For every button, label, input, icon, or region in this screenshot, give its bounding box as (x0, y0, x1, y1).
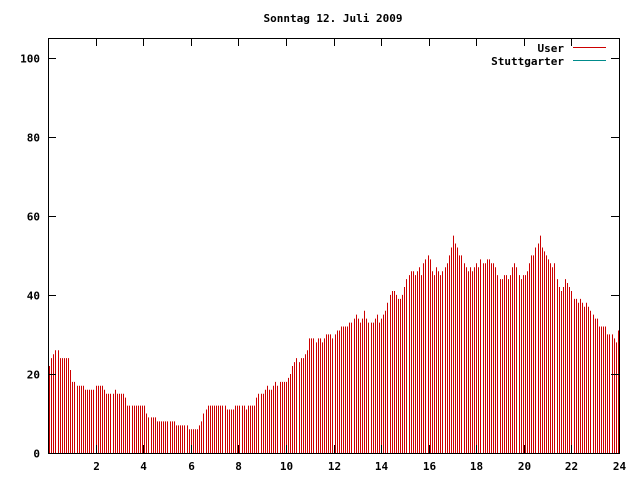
y-tick-label: 20 (27, 369, 40, 382)
y-tick-label: 80 (27, 132, 40, 145)
bar-series-user (49, 235, 619, 453)
x-tick-label: 4 (140, 460, 147, 473)
x-tick-label: 24 (613, 460, 627, 473)
x-tick-label: 14 (375, 460, 389, 473)
x-tick-label: 12 (328, 460, 341, 473)
x-tick-label: 20 (518, 460, 531, 473)
x-tick-label: 8 (235, 460, 242, 473)
legend-label: User (538, 42, 565, 55)
y-tick-label: 100 (20, 53, 40, 66)
chart-title: Sonntag 12. Juli 2009 (263, 12, 402, 25)
x-tick-label: 22 (565, 460, 578, 473)
x-tick-label: 6 (188, 460, 195, 473)
y-tick-label: 60 (27, 211, 40, 224)
x-tick-label: 16 (423, 460, 437, 473)
y-tick-label: 0 (33, 448, 40, 461)
y-tick-label: 40 (27, 290, 40, 303)
x-tick-label: 10 (280, 460, 293, 473)
x-tick-label: 18 (470, 460, 483, 473)
x-tick-label: 2 (93, 460, 100, 473)
legend-label: Stuttgarter (491, 55, 564, 68)
